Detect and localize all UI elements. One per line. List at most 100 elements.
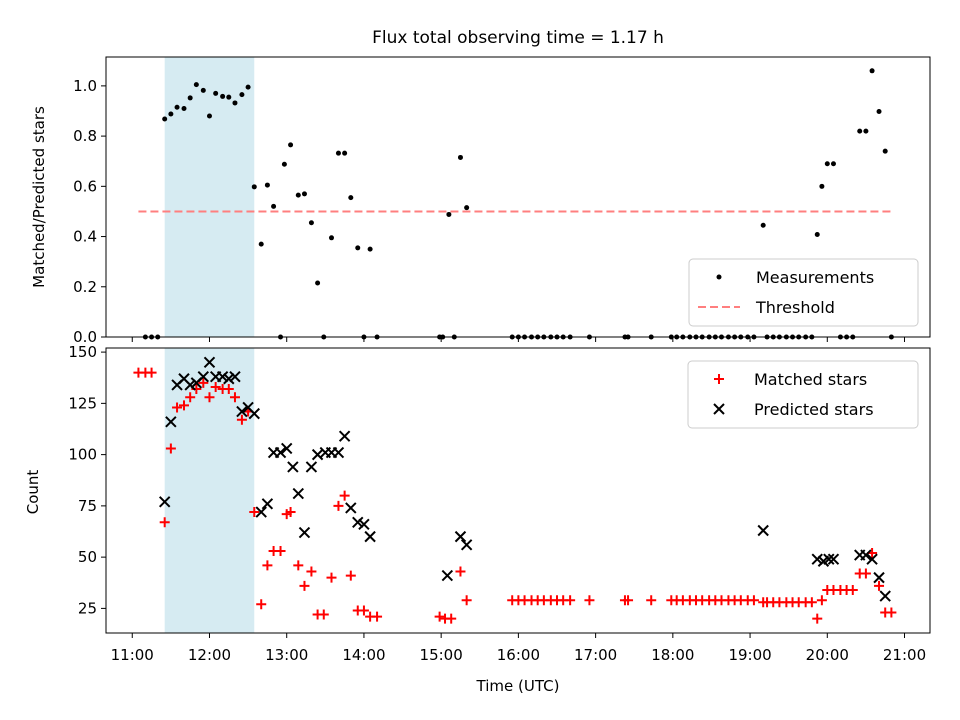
matched-star-point — [318, 609, 329, 620]
predicted-star-point — [823, 553, 835, 565]
bottom-y-tick-label: 125 — [68, 394, 97, 412]
measurement-point — [464, 205, 470, 211]
measurement-point — [239, 92, 245, 98]
measurement-point — [819, 183, 825, 189]
predicted-star-point — [165, 416, 177, 428]
matched-star-point — [646, 595, 657, 606]
matched-star-point — [345, 570, 356, 581]
bottom-y-tick-label: 75 — [78, 497, 97, 515]
measurement-point — [206, 113, 212, 119]
measurement-point — [288, 142, 294, 148]
measurement-point — [168, 111, 174, 117]
matched-star-point — [584, 595, 595, 606]
predicted-star-point — [811, 553, 823, 565]
measurement-point — [271, 203, 277, 209]
measurement-point — [335, 150, 341, 156]
measurement-point — [342, 150, 348, 156]
measurement-point — [328, 235, 334, 241]
top-x-ticks — [131, 337, 906, 342]
measurement-point — [264, 182, 270, 188]
legend-matched-marker — [714, 374, 724, 384]
matched-star-point — [565, 595, 576, 606]
bottom-y-tick-label: 25 — [78, 599, 97, 617]
predicted-star-point — [827, 553, 840, 565]
matched-star-points — [133, 367, 897, 624]
measurement-point — [315, 280, 321, 286]
matched-star-point — [275, 545, 286, 556]
measurement-point — [251, 184, 257, 190]
matched-star-point — [146, 367, 157, 378]
top-y-axis-label: Matched/Predicted stars — [30, 106, 48, 288]
bottom-x-axis: 11:00 12:00 13:00 14:00 15:00 16:00 17:00 18:00… — [111, 633, 926, 664]
top-y-tick-label: 0.6 — [73, 177, 97, 195]
matched-star-point — [236, 414, 247, 425]
x-tick-label: 18:00 — [651, 646, 694, 664]
matched-star-point — [299, 580, 310, 591]
matched-star-point — [249, 507, 260, 518]
measurement-point — [187, 95, 193, 101]
predicted-star-point — [229, 370, 241, 383]
x-tick-label: 11:00 — [111, 646, 154, 664]
measurement-point — [258, 241, 264, 247]
predicted-star-point — [352, 516, 364, 528]
measurement-point — [760, 222, 766, 228]
legend-predicted-label: Predicted stars — [754, 400, 874, 419]
predicted-star-points — [158, 356, 891, 602]
matched-star-point — [256, 599, 267, 610]
bottom-y-tick-label: 50 — [78, 548, 97, 566]
top-y-axis: 0.0 0.2 0.4 0.6 0.8 1.0 — [73, 77, 106, 346]
predicted-star-point — [287, 461, 299, 473]
matched-star-point — [434, 611, 445, 622]
x-tick-label: 16:00 — [497, 646, 540, 664]
legend-measurement-marker — [716, 274, 722, 280]
matched-star-point — [185, 392, 196, 403]
measurement-point — [355, 245, 361, 251]
measurement-point — [348, 195, 354, 201]
x-tick-label: 19:00 — [728, 646, 771, 664]
x-tick-label: 20:00 — [806, 646, 849, 664]
predicted-star-point — [184, 379, 196, 391]
measurement-point — [301, 191, 307, 197]
measurement-point — [882, 148, 888, 154]
predicted-star-point — [364, 530, 376, 543]
legend-predicted-marker — [713, 403, 725, 415]
measurement-point — [857, 128, 863, 134]
matched-star-point — [372, 611, 383, 622]
measurement-point — [814, 232, 820, 238]
predicted-star-point — [261, 498, 274, 510]
measurement-point — [367, 246, 373, 252]
bottom-highlight-span — [164, 348, 255, 633]
predicted-star-point — [298, 526, 311, 539]
matched-star-point — [165, 443, 176, 454]
legend-matched-label: Matched stars — [754, 370, 867, 389]
x-tick-label: 13:00 — [265, 646, 308, 664]
predicted-star-point — [454, 530, 467, 543]
matched-star-point — [816, 595, 827, 606]
measurement-point — [181, 105, 187, 111]
matched-star-point — [339, 490, 350, 501]
legend-measurements-label: Measurements — [756, 268, 874, 287]
legend-threshold-label: Threshold — [755, 298, 835, 317]
top-legend-box — [688, 258, 919, 327]
measurement-point — [830, 161, 836, 167]
predicted-star-point — [866, 553, 878, 565]
matched-star-point — [874, 580, 885, 591]
measurement-point — [863, 128, 869, 134]
measurement-point — [162, 116, 168, 122]
matched-star-point — [461, 595, 472, 606]
matched-star-point — [223, 384, 234, 395]
predicted-star-point — [460, 539, 473, 551]
matched-star-point — [262, 560, 273, 571]
predicted-star-point — [255, 506, 267, 518]
predicted-star-point — [281, 442, 293, 455]
x-axis-label: Time (UTC) — [476, 677, 560, 695]
top-y-tick-label: 1.0 — [73, 77, 97, 95]
bottom-y-axis: 25 50 75 100 125 150 — [68, 343, 106, 617]
measurement-point — [174, 104, 180, 110]
predicted-star-point — [223, 373, 235, 385]
matched-star-point — [455, 566, 466, 577]
measurement-point — [295, 192, 301, 198]
top-y-tick-label: 0.4 — [73, 228, 97, 246]
bottom-y-axis-label: Count — [24, 470, 42, 515]
